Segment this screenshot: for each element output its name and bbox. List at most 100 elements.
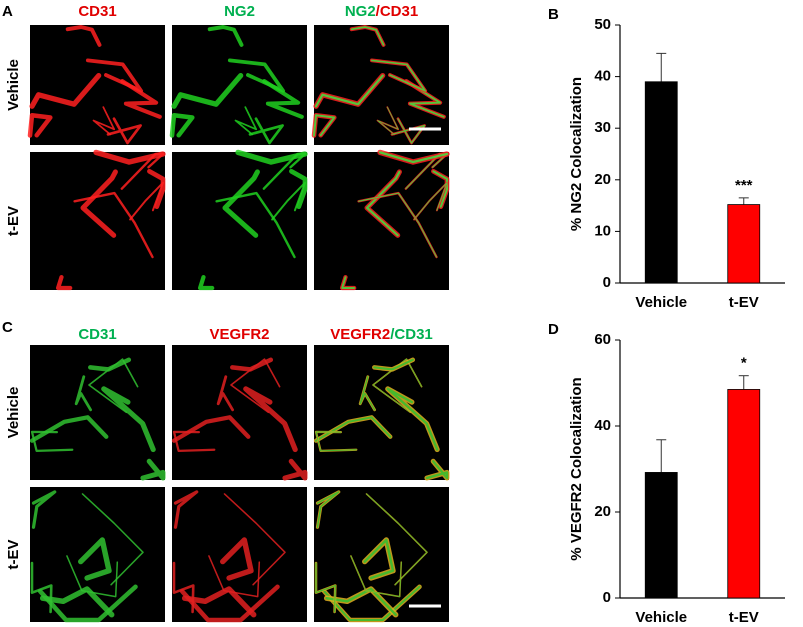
- vessel-signal: [27, 112, 53, 138]
- vessel-signal: [341, 276, 356, 289]
- vessel-signal: [230, 358, 281, 414]
- vessel-signal: [80, 169, 118, 238]
- vessel-signal: [378, 151, 449, 164]
- significance-label: ***: [735, 177, 753, 194]
- vessel-signal: [235, 149, 308, 165]
- vessel-signal: [215, 191, 296, 259]
- vessel-signal: [30, 430, 74, 453]
- vessel-signal: [377, 106, 399, 135]
- panel-label: A: [2, 3, 13, 20]
- row-label: t-EV: [5, 206, 22, 236]
- column-header: NG2: [224, 3, 255, 20]
- y-tick-label: 40: [594, 68, 611, 85]
- header-part: VEGFR2: [209, 326, 269, 343]
- vessel-signal: [386, 387, 439, 451]
- vessel-signal: [171, 73, 244, 109]
- vessel-signal: [312, 114, 336, 137]
- vessel-signal: [315, 562, 336, 613]
- vessel-signal: [223, 493, 286, 586]
- header-part: CD31: [78, 3, 116, 20]
- y-tick-label: 30: [594, 119, 611, 136]
- vessel-signal: [93, 149, 166, 165]
- bar: [727, 204, 761, 284]
- vessel-signal: [140, 458, 166, 481]
- vessel-signal: [363, 538, 395, 580]
- header-part: NG2: [224, 3, 255, 20]
- column-header: CD31: [78, 3, 116, 20]
- vessel-signal: [101, 386, 156, 453]
- vessel-signal: [413, 182, 448, 220]
- vessel-signal: [65, 25, 102, 47]
- vessel-signal: [197, 274, 215, 291]
- y-tick-label: 50: [594, 16, 611, 33]
- vessel-signal: [358, 192, 438, 258]
- row-label: Vehicle: [5, 59, 22, 111]
- vessel-signal: [350, 555, 402, 597]
- vessel-signal: [129, 181, 164, 221]
- bar: [644, 472, 678, 599]
- column-header: VEGFR2/CD31: [330, 326, 433, 343]
- panel-label: B: [548, 6, 559, 23]
- vessel-signal: [315, 431, 357, 452]
- y-tick-label: 20: [594, 171, 611, 188]
- vessel-signal: [74, 375, 93, 412]
- vessel-signal: [425, 460, 449, 480]
- vessel-signal: [173, 490, 199, 529]
- vessel-signal: [169, 112, 195, 138]
- vessel-signal: [227, 58, 286, 93]
- vessel-signal: [92, 106, 116, 136]
- vessel-signal: [271, 181, 306, 221]
- vessel-signal: [172, 561, 195, 614]
- vessel-signal: [325, 587, 397, 616]
- y-tick-label: 20: [594, 503, 611, 520]
- vessel-signal: [88, 357, 132, 372]
- vessel-signal: [66, 555, 119, 598]
- vessel-signal: [179, 584, 280, 623]
- header-part: CD31: [78, 326, 116, 343]
- y-tick-label: 0: [603, 589, 611, 606]
- vessel-signal: [323, 585, 421, 622]
- bar: [727, 389, 761, 599]
- vessel-signal: [78, 537, 112, 581]
- bar: [644, 81, 678, 284]
- y-axis-label: % NG2 Colocalization: [568, 77, 585, 231]
- significance-label: *: [741, 355, 747, 372]
- x-tick-label: Vehicle: [635, 609, 687, 626]
- vessel-signal: [234, 106, 258, 136]
- row-label: Vehicle: [5, 387, 22, 439]
- vessel-signal: [350, 26, 385, 46]
- header-part: NG2: [345, 3, 376, 20]
- vessel-signal: [172, 430, 216, 453]
- vessel-signal: [370, 59, 427, 92]
- panel-label: D: [548, 321, 559, 338]
- vessel-signal: [207, 25, 244, 47]
- micrograph: [172, 345, 307, 480]
- y-tick-label: 10: [594, 222, 611, 239]
- vessel-signal: [55, 274, 73, 291]
- x-tick-label: t-EV: [729, 294, 759, 311]
- vessel-signal: [88, 358, 139, 414]
- vessel-signal: [373, 358, 414, 371]
- vessel-signal: [282, 458, 308, 481]
- vessel-signal: [365, 170, 401, 237]
- vessel-signal: [220, 537, 254, 581]
- y-tick-label: 60: [594, 331, 611, 348]
- x-tick-label: t-EV: [729, 609, 759, 626]
- vessel-signal: [37, 584, 138, 623]
- vessel-signal: [222, 169, 260, 238]
- vessel-signal: [81, 493, 144, 586]
- vessel-signal: [208, 555, 261, 598]
- vessel-signal: [391, 118, 426, 144]
- vessel-signal: [85, 58, 144, 93]
- y-axis-label: % VEGFR2 Colocalization: [568, 377, 585, 560]
- micrograph: [30, 345, 165, 480]
- micrograph: [314, 345, 449, 480]
- vessel-signal: [366, 493, 428, 586]
- column-header: CD31: [78, 326, 116, 343]
- vessel-signal: [230, 357, 274, 372]
- row-label: t-EV: [5, 540, 22, 570]
- vessel-signal: [316, 491, 340, 529]
- column-header: VEGFR2: [209, 326, 269, 343]
